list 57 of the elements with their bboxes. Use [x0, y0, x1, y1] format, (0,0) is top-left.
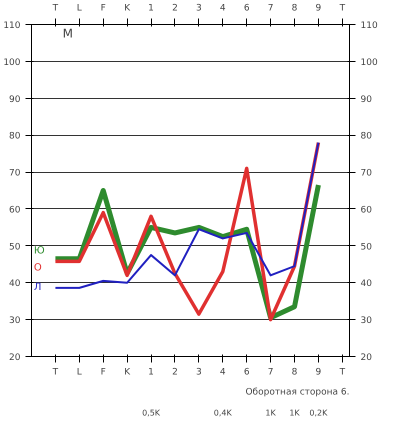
x-tick-label: 3 — [196, 4, 202, 14]
x-tick-label: L — [76, 4, 82, 14]
series-label: Ю — [34, 246, 45, 257]
y-tick-label: 60 — [9, 205, 21, 216]
category-label: 7 — [268, 368, 274, 378]
x-tick-label: K — [124, 4, 132, 14]
category-label: 8 — [292, 368, 298, 378]
text: 1K — [289, 408, 300, 418]
y2-tick-label: 30 — [360, 316, 372, 326]
series-label: Л — [34, 282, 42, 293]
category-label: F — [100, 368, 106, 378]
y-tick-label: 70 — [9, 168, 21, 179]
x-tick-label: 1 — [148, 4, 154, 14]
x-tick-label: 2 — [172, 4, 178, 14]
x-tick-label: 4 — [220, 4, 226, 14]
category-label: 3 — [196, 368, 202, 378]
text: 0,4K — [214, 408, 233, 418]
y2-tick-label: 90 — [360, 94, 372, 105]
text: 0,2K — [309, 408, 328, 418]
series-label: О — [34, 262, 42, 274]
x-tick-label: 9 — [316, 4, 322, 14]
line-series — [54, 142, 320, 289]
category-label: 9 — [316, 368, 322, 378]
x-tick-label: 7 — [268, 4, 274, 14]
y-tick-label: 100 — [3, 58, 21, 68]
x-tick-label: T — [338, 4, 346, 14]
y-tick-label: 90 — [9, 94, 21, 105]
category-label: 2 — [172, 368, 178, 378]
y-tick-label: 80 — [9, 132, 21, 142]
y-tick-label: 40 — [9, 279, 21, 290]
x-tick-label: T — [52, 4, 59, 14]
y-tick-label: 110 — [3, 21, 21, 31]
category-label: 1 — [148, 368, 154, 378]
y-tick-label: 50 — [9, 242, 21, 252]
y2-tick-label: 20 — [360, 353, 372, 363]
y2-tick-label: 70 — [360, 168, 372, 179]
category-label: L — [76, 368, 82, 378]
category-label: 4 — [220, 368, 226, 378]
text: Оборотная сторона 6. — [245, 388, 350, 398]
x-tick-label: 8 — [292, 4, 298, 14]
text: 1K — [265, 408, 277, 418]
category-label: T — [52, 368, 58, 378]
y2-tick-label: 40 — [360, 279, 372, 290]
category-label: 6 — [244, 368, 250, 378]
y2-tick-label: 60 — [360, 205, 372, 216]
x-tick-label: 6 — [244, 4, 250, 14]
y-tick-label: 20 — [9, 353, 21, 363]
y2-tick-label: 80 — [360, 132, 372, 142]
y2-tick-label: 110 — [360, 21, 378, 31]
y-tick-label: 30 — [9, 316, 21, 326]
category-label: K — [124, 368, 130, 378]
x-tick-label: F — [100, 4, 106, 14]
chart-title: M — [62, 26, 73, 40]
y2-tick-label: 100 — [360, 58, 378, 68]
text: 0,5K — [142, 408, 161, 418]
y2-tick-label: 50 — [360, 242, 372, 252]
category-label: T — [340, 368, 346, 378]
